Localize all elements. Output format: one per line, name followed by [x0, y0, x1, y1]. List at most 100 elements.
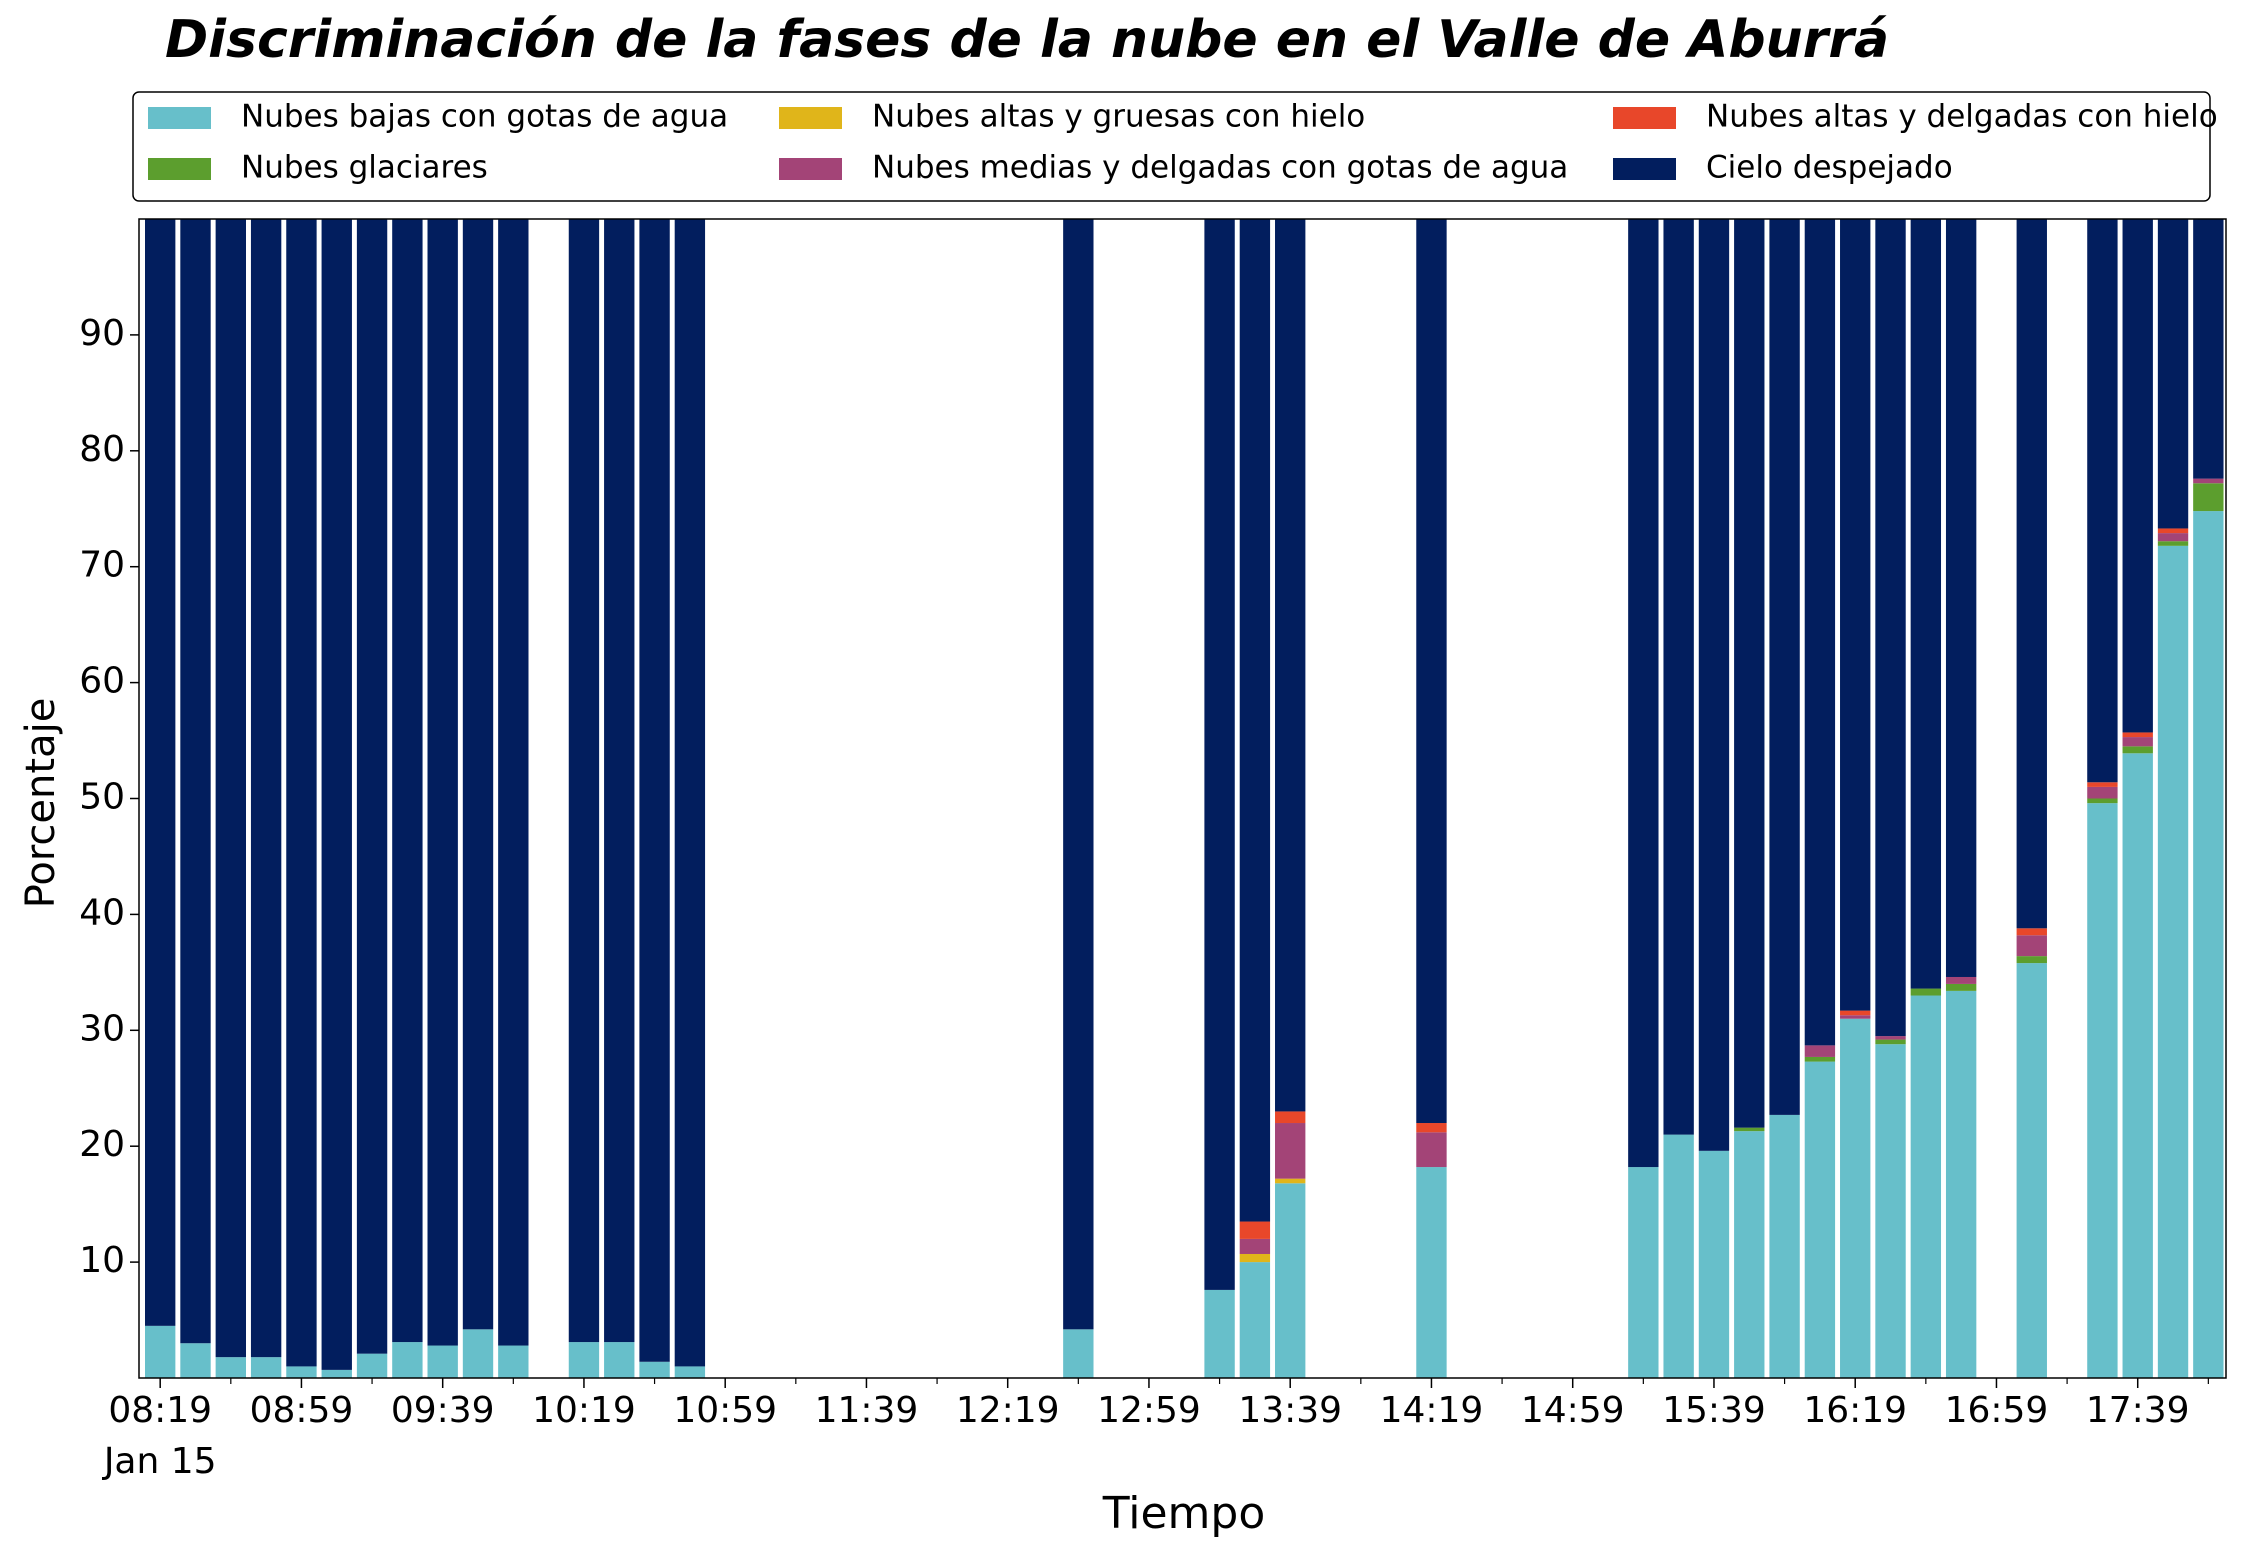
x-tick-label: 09:39 [391, 1390, 495, 1431]
bar-segment [1204, 219, 1235, 1290]
bar-segment [2193, 219, 2224, 479]
legend-swatch [779, 158, 842, 180]
bar-segment [1063, 1329, 1094, 1378]
bar-segment [1239, 1262, 1271, 1378]
bar-segment [1734, 1127, 1765, 1132]
bar-segment [250, 219, 282, 1358]
bar-segment [321, 219, 352, 1370]
bar-segment [2087, 782, 2118, 787]
bar-segment [1275, 1111, 1306, 1124]
bar-segment [2016, 928, 2047, 936]
bar-segment [392, 219, 423, 1343]
bar-segment [2122, 219, 2153, 733]
bar-segment [1804, 1056, 1836, 1062]
bar-segment [1698, 1150, 1730, 1378]
bar-segment [1875, 219, 1906, 1037]
bar-segment [427, 1345, 458, 1378]
y-tick-label: 20 [79, 1124, 125, 1165]
x-axis-label: Tiempo [1102, 1488, 1266, 1539]
bar-segment [674, 219, 706, 1367]
bar-segment [2087, 219, 2118, 783]
bar-segment [1275, 1183, 1306, 1378]
legend-label: Cielo despejado [1706, 150, 1953, 186]
bar-segment [1945, 990, 1977, 1378]
y-tick-label: 80 [79, 429, 125, 470]
bar-segment [462, 1329, 494, 1378]
x-tick-label: 12:19 [956, 1390, 1060, 1431]
x-tick-label: 10:59 [673, 1390, 777, 1431]
legend-swatch [148, 158, 211, 180]
bar-segment [145, 1325, 176, 1378]
y-tick-label: 10 [79, 1240, 125, 1281]
bar-segment [1416, 1167, 1447, 1378]
x-tick-label: 12:59 [1097, 1390, 1201, 1431]
x-tick-label: 08:19 [108, 1390, 212, 1431]
bar-segment [1769, 1114, 1800, 1378]
bar-segment [392, 1342, 423, 1378]
x-date-label: Jan 15 [102, 1441, 217, 1482]
bar-segment [1204, 1289, 1235, 1378]
legend-label: Nubes medias y delgadas con gotas de agu… [872, 150, 1568, 186]
bar-segment [1239, 219, 1271, 1222]
bar-segment [2157, 528, 2189, 534]
bar-segment [356, 219, 388, 1354]
legend-swatch [1613, 158, 1676, 180]
x-tick-label: 10:19 [532, 1390, 636, 1431]
bar-segment [2016, 219, 2047, 929]
bar-segment [1840, 219, 1871, 1011]
bar-segment [2087, 803, 2118, 1378]
bar-segment [674, 1366, 706, 1378]
bar-segment [2087, 786, 2118, 799]
y-tick-label: 90 [79, 313, 125, 354]
bar-segment [215, 1357, 246, 1378]
bar-segment [1945, 219, 1977, 977]
legend-swatch [148, 107, 211, 129]
bar-segment [568, 1342, 600, 1378]
bar-segment [2016, 935, 2047, 957]
legend-swatch [1613, 107, 1676, 129]
x-tick-label: 14:19 [1380, 1390, 1484, 1431]
bar-segment [2122, 746, 2153, 754]
y-tick-label: 50 [79, 777, 125, 818]
bar-segment [1840, 1018, 1871, 1378]
bar-segment [1734, 219, 1765, 1128]
bar-segment [2122, 737, 2153, 747]
bar-segment [1875, 1039, 1906, 1045]
bar-segment [1875, 1044, 1906, 1378]
bar-segment [1945, 976, 1977, 984]
x-tick-label: 08:59 [250, 1390, 354, 1431]
bar-segment [639, 1361, 670, 1378]
bar-segment [2122, 753, 2153, 1378]
x-tick-label: 13:39 [1238, 1390, 1342, 1431]
bar-segment [1840, 1015, 1871, 1019]
bar-segment [145, 219, 176, 1326]
bar-segment [1416, 219, 1447, 1124]
bar-segment [2193, 478, 2224, 484]
chart-title: Discriminación de la fases de la nube en… [165, 10, 1889, 70]
bar-segment [1239, 1221, 1271, 1239]
bar-segment [2087, 798, 2118, 804]
legend-label: Nubes bajas con gotas de agua [241, 99, 728, 135]
bar-segment [180, 219, 211, 1344]
bar-segment [286, 219, 317, 1367]
bar-segment [180, 1343, 211, 1378]
bar-segment [1875, 1036, 1906, 1040]
bar-segment [1239, 1238, 1271, 1254]
bar-segment [1416, 1132, 1447, 1168]
bar-segment [568, 219, 600, 1343]
bar-segment [1910, 988, 1942, 996]
bar-segment [498, 1345, 529, 1378]
y-axis-label: Porcentaje [18, 698, 64, 909]
legend-box [132, 91, 2211, 202]
x-tick-label: 16:59 [1945, 1390, 2049, 1431]
bar-segment [1063, 219, 1094, 1330]
bar-segment [604, 1342, 635, 1378]
bar-segment [639, 219, 670, 1362]
bar-segment [1910, 219, 1942, 989]
bar-segment [2016, 956, 2047, 964]
bar-segment [2157, 545, 2189, 1378]
bar-segment [1275, 1123, 1306, 1179]
bar-segment [2157, 533, 2189, 542]
y-tick-label: 30 [79, 1008, 125, 1049]
